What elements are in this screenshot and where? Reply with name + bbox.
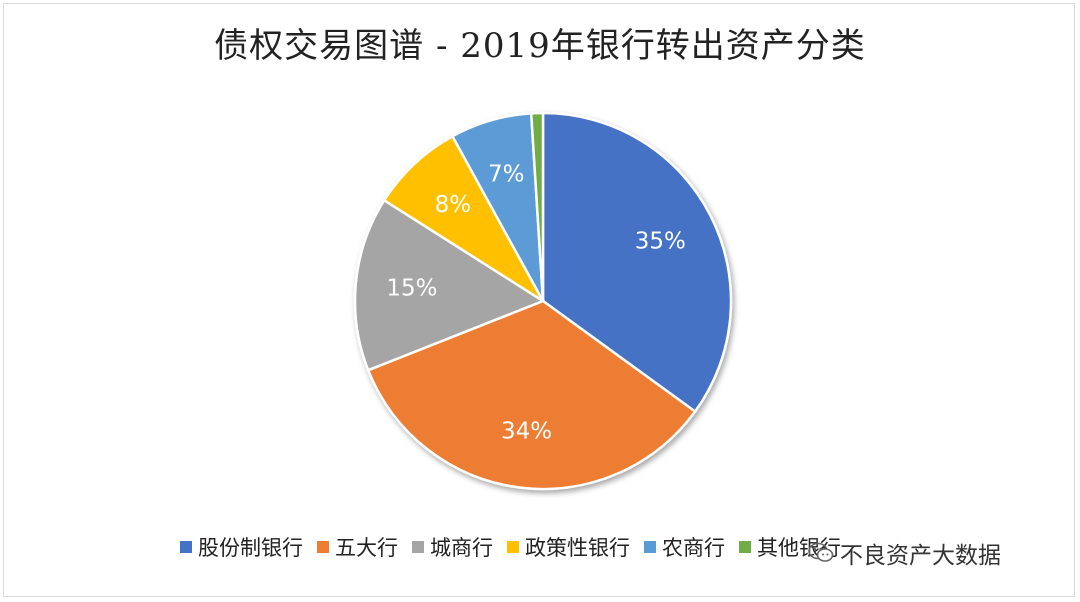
legend-swatch	[317, 541, 329, 553]
legend-label: 城商行	[430, 536, 493, 560]
pie-slice-0	[541, 111, 733, 414]
legend-label: 五大行	[335, 536, 398, 560]
legend-label: 股份制银行	[198, 536, 303, 560]
legend-item-2: 城商行	[412, 532, 493, 562]
data-label-2: 15%	[386, 276, 437, 302]
legend-item-4: 农商行	[644, 532, 725, 562]
pie-slice-3	[382, 134, 545, 303]
legend-label: 农商行	[662, 536, 725, 560]
legend-item-3: 政策性银行	[507, 532, 630, 562]
data-label-4: 7%	[488, 162, 525, 188]
legend-item-1: 五大行	[317, 532, 398, 562]
legend-swatch	[507, 541, 519, 553]
legend-swatch	[412, 541, 424, 553]
legend-item-0: 股份制银行	[180, 532, 303, 562]
legend-swatch	[180, 541, 192, 553]
legend-swatch	[644, 541, 656, 553]
pie-slice-5	[529, 111, 545, 302]
chart-title: 债权交易图谱 - 2019年银行转出资产分类	[214, 26, 866, 66]
data-label-3: 8%	[435, 192, 472, 218]
pie-slice-2	[353, 198, 546, 372]
pie-slice-1	[366, 299, 697, 491]
watermark-text: 不良资产大数据	[840, 543, 1001, 569]
watermark: 不良资产大数据	[808, 536, 1001, 570]
legend: 股份制银行 五大行 城商行 政策性银行 农商行 其他银行	[180, 532, 841, 562]
wechat-icon	[808, 542, 834, 564]
data-label-1: 34%	[501, 419, 552, 445]
legend-label: 政策性银行	[525, 536, 630, 560]
legend-swatch	[739, 541, 751, 553]
data-label-0: 35%	[635, 228, 686, 254]
